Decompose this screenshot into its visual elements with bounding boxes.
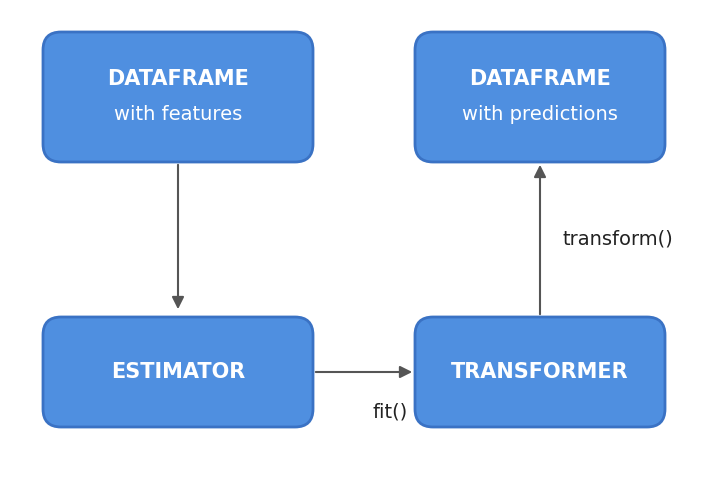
Text: TRANSFORMER: TRANSFORMER [451,362,629,382]
Text: ESTIMATOR: ESTIMATOR [111,362,245,382]
Text: DATAFRAME: DATAFRAME [469,69,611,89]
Text: transform(): transform() [563,229,673,248]
FancyBboxPatch shape [415,317,665,427]
FancyBboxPatch shape [415,32,665,162]
FancyBboxPatch shape [43,32,313,162]
FancyBboxPatch shape [43,317,313,427]
Text: with predictions: with predictions [462,106,618,125]
Text: DATAFRAME: DATAFRAME [107,69,249,89]
Text: with features: with features [114,106,242,125]
Text: fit(): fit() [372,402,408,422]
